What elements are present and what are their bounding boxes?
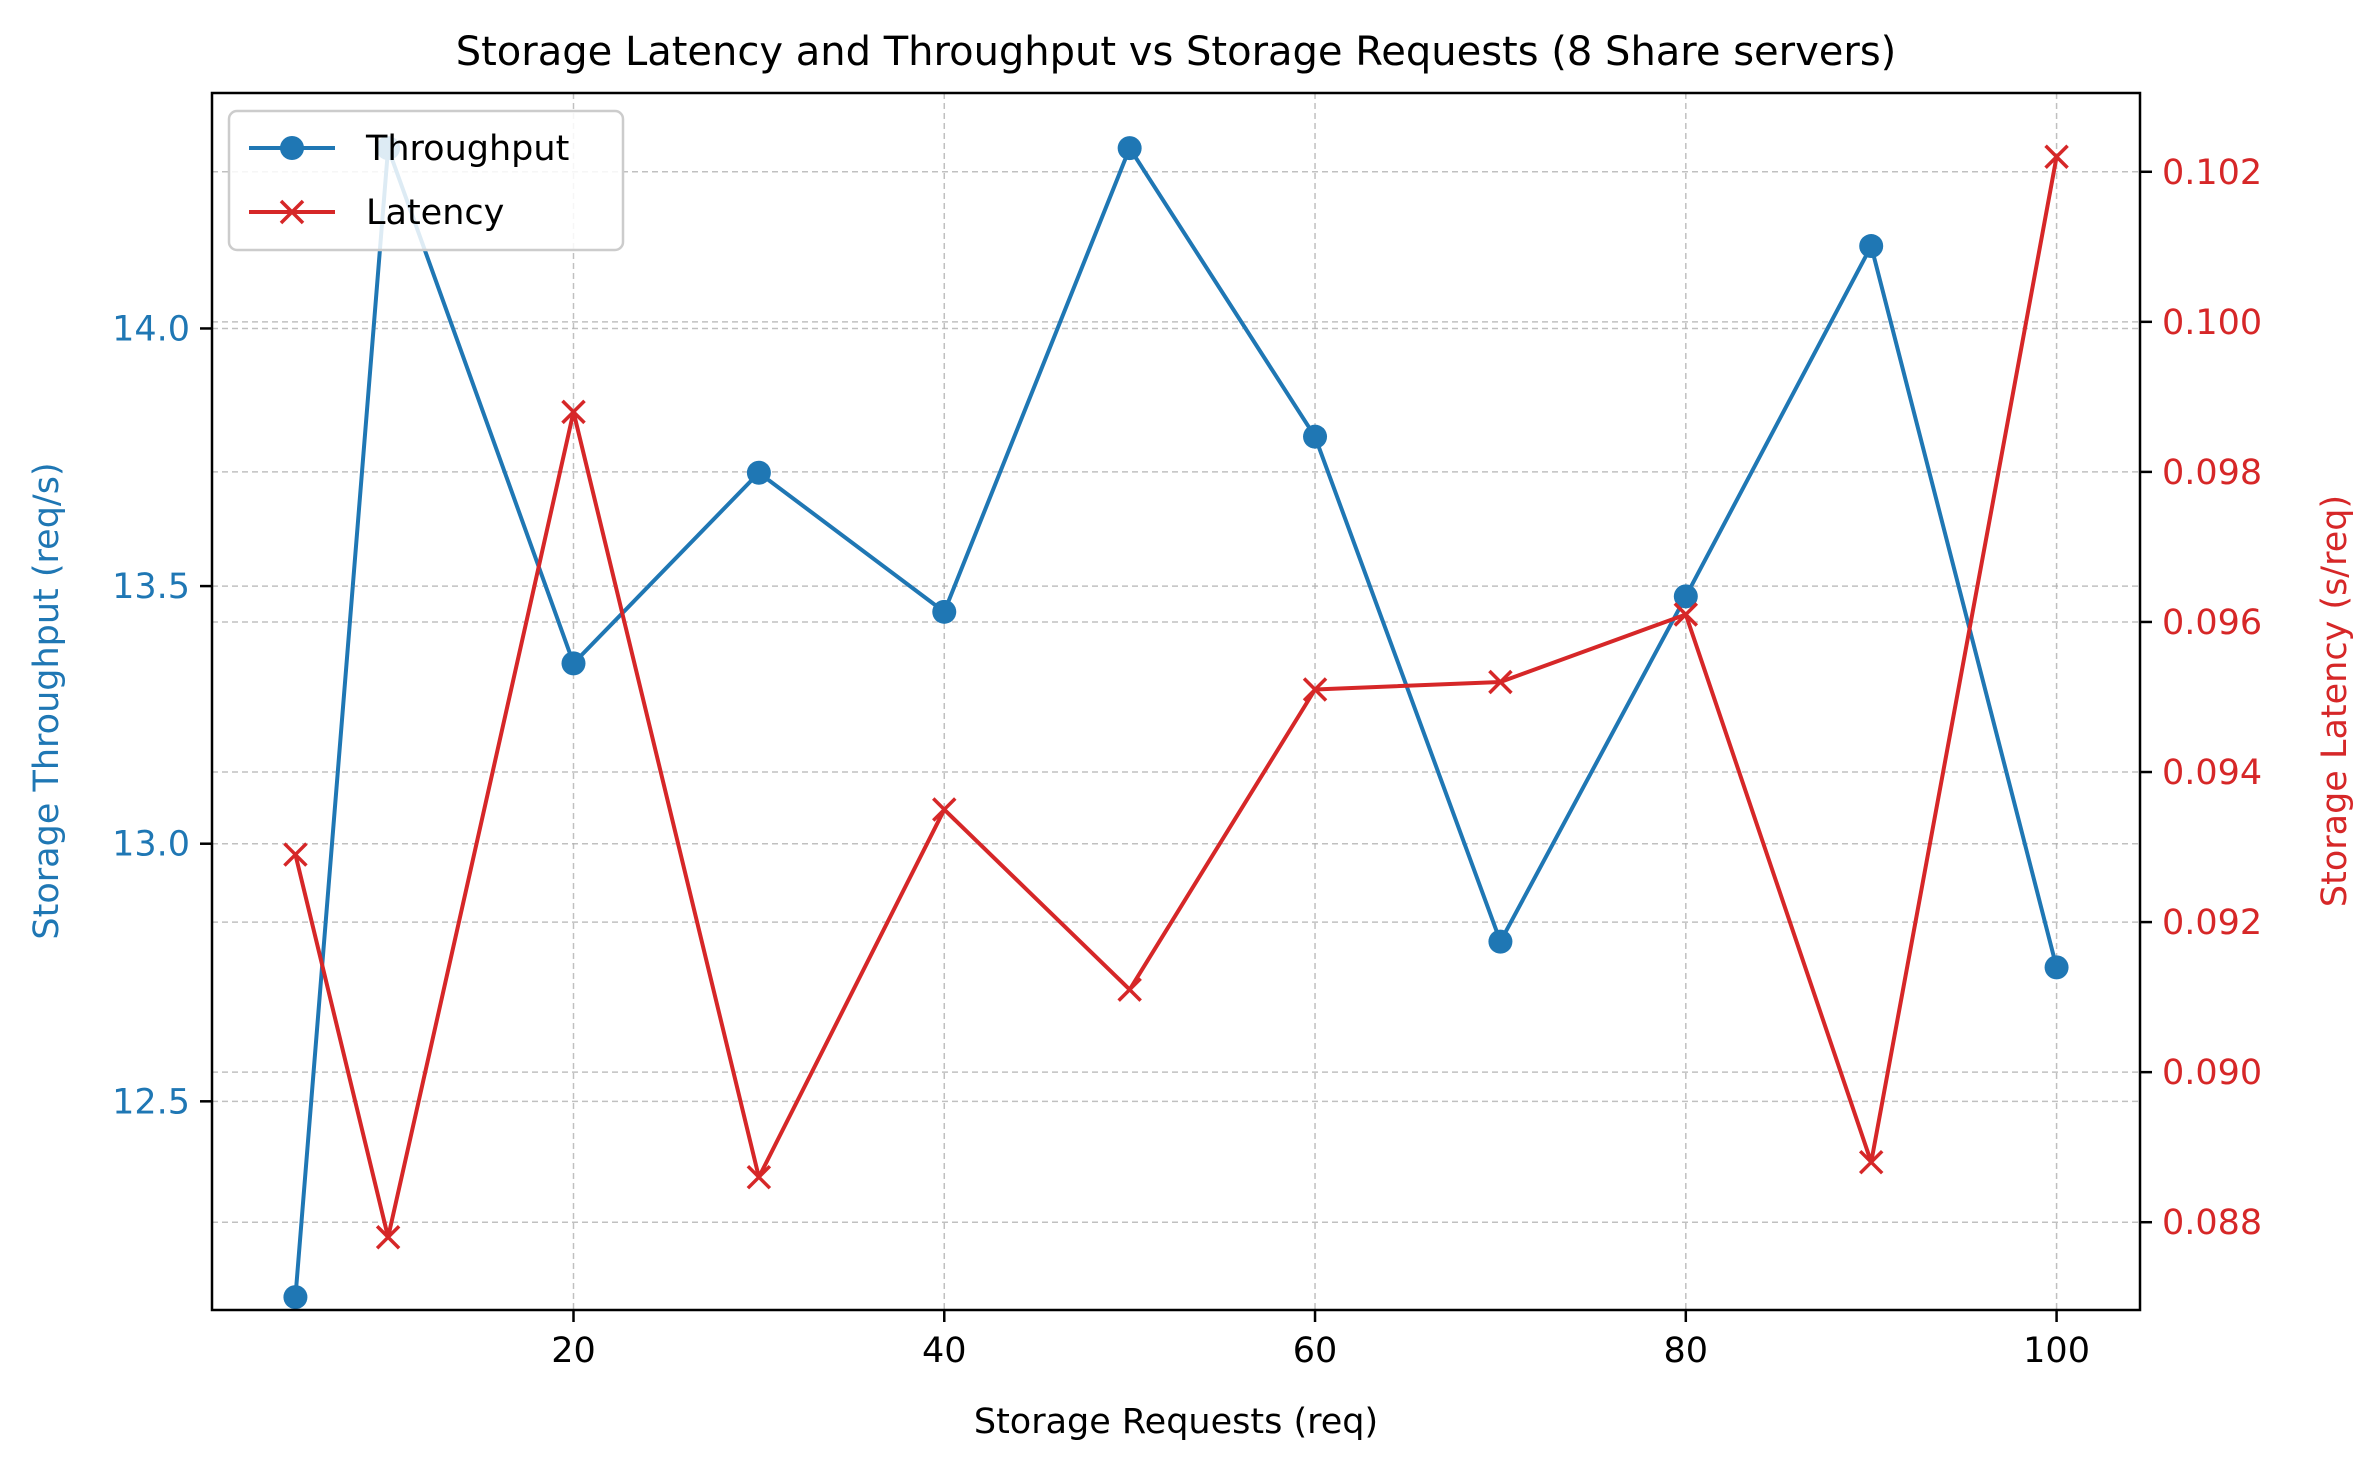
y-right-tick-label: 0.090 xyxy=(2162,1053,2262,1093)
throughput-point xyxy=(283,1285,308,1310)
latency-point xyxy=(1117,977,1142,1002)
legend-box xyxy=(227,109,625,252)
y-left-tick-label: 13.0 xyxy=(112,825,190,865)
x-tick-label: 20 xyxy=(551,1331,596,1371)
legend-latency-label: Latency xyxy=(366,193,504,233)
latency-point xyxy=(1302,677,1328,702)
y-left-tick-label: 13.5 xyxy=(112,567,190,607)
latency-point xyxy=(283,842,308,867)
x-axis-label: Storage Requests (req) xyxy=(974,1402,1378,1442)
latency-point xyxy=(1858,1149,1884,1175)
y-right-tick-label: 0.098 xyxy=(2162,453,2262,493)
plot-frame xyxy=(210,91,2142,1312)
throughput-point xyxy=(1859,234,1884,259)
y-right-tick-label: 0.094 xyxy=(2162,753,2262,793)
legend-latency-marker xyxy=(279,199,305,225)
y-axis-left-label: Storage Throughput (req/s) xyxy=(27,462,67,939)
legend-throughput-label: Throughput xyxy=(365,129,569,169)
latency-point xyxy=(746,1164,772,1190)
throughput-point xyxy=(1303,424,1328,449)
latency-point xyxy=(375,1224,401,1250)
latency-point xyxy=(932,797,957,822)
legend-throughput-marker xyxy=(280,136,304,160)
throughput-point xyxy=(1673,584,1698,609)
y-right-tick-label: 0.088 xyxy=(2162,1203,2262,1243)
legend: Throughput Latency xyxy=(227,109,625,252)
y-axis-right-label: Storage Latency (s/req) xyxy=(2315,495,2355,907)
throughput-point xyxy=(561,651,586,676)
chart-title: Storage Latency and Throughput vs Storag… xyxy=(456,29,1897,75)
y-left-tick-label: 14.0 xyxy=(112,309,190,349)
y-left-tick-label: 12.5 xyxy=(112,1082,190,1122)
y-right-tick-label: 0.092 xyxy=(2162,903,2262,943)
throughput-point xyxy=(1117,136,1142,161)
x-tick-label: 100 xyxy=(2023,1331,2090,1371)
x-tick-label: 40 xyxy=(922,1331,967,1371)
throughput-point xyxy=(1488,929,1513,954)
x-tick-label: 80 xyxy=(1664,1331,1709,1371)
x-tick-label: 60 xyxy=(1293,1331,1338,1371)
latency-point xyxy=(2044,144,2069,170)
y-right-tick-label: 0.102 xyxy=(2162,153,2262,193)
y-right-tick-label: 0.100 xyxy=(2162,303,2262,343)
latency-point xyxy=(561,399,586,425)
axes: 20 40 60 80 100 12.5 13.0 13.5 14.0 0.088 0.090 0.0… xyxy=(112,153,2262,1371)
latency-point xyxy=(1488,669,1513,695)
throughput-point xyxy=(2044,955,2069,980)
throughput-point xyxy=(746,460,771,485)
throughput-point xyxy=(932,599,957,624)
latency-point xyxy=(1673,602,1699,627)
y-right-tick-label: 0.096 xyxy=(2162,603,2262,643)
